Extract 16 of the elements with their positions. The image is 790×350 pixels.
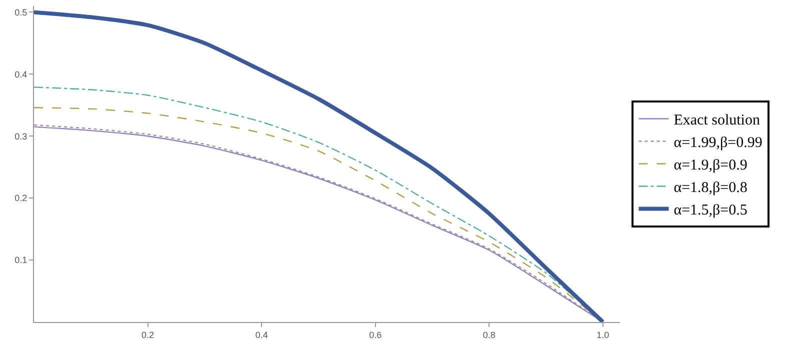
legend-label: Exact solution	[674, 112, 760, 129]
y-tick-label: 0.1	[14, 255, 28, 266]
legend-label: α=1.8,β=0.8	[674, 180, 748, 196]
legend-label: α=1.99,β=0.99	[674, 135, 762, 152]
x-tick-label: 0.4	[255, 330, 268, 340]
legend-label: α=1.9,β=0.9	[674, 158, 748, 174]
line-series	[34, 10, 605, 322]
y-tick-label: 0.5	[14, 7, 28, 18]
y-tick-label: 0.3	[14, 131, 28, 142]
x-tick-label: 1.0	[596, 330, 610, 340]
y-tick-label: 0.4	[14, 69, 28, 80]
x-tick-label: 0.6	[369, 330, 382, 340]
x-tick-label: 0.8	[482, 330, 496, 340]
legend-label: α=1.5,β=0.5	[674, 202, 748, 219]
x-tick-label: 0.2	[142, 330, 154, 340]
y-tick-label: 0.2	[14, 193, 28, 204]
